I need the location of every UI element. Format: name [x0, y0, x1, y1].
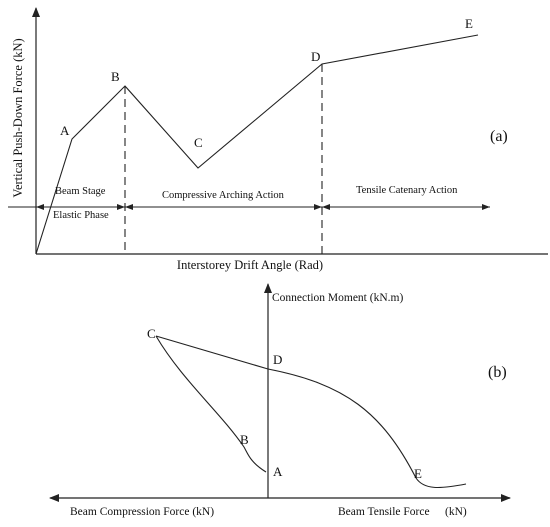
- arrow-arching-left: [125, 204, 133, 210]
- arrow-beam-right: [117, 204, 125, 210]
- panel-b-x-left-label: Beam Compression Force (kN): [70, 506, 214, 518]
- arrow-arching-right: [314, 204, 322, 210]
- curve-c-d: [155, 335, 269, 370]
- point-a-label: A: [60, 123, 70, 138]
- compressive-arching-label: Compressive Arching Action: [162, 190, 285, 201]
- panel-a: A B C D E Beam Stage Elastic Phase Compr…: [8, 7, 548, 272]
- panel-a-tag: (a): [490, 128, 508, 145]
- panel-a-y-axis-label: Vertical Push-Down Force (kN): [11, 38, 25, 197]
- curve-d-e: [267, 368, 417, 479]
- panel-b-x-right-unit: (kN): [445, 506, 467, 518]
- panel-b: A B C D E Connection Moment (kN.m) Beam …: [49, 283, 511, 518]
- elastic-phase-label: Elastic Phase: [53, 210, 109, 221]
- point-e-label: E: [465, 16, 473, 31]
- point-c-label: C: [194, 135, 203, 150]
- panel-a-x-axis-label: Interstorey Drift Angle (Rad): [177, 258, 323, 272]
- point-b-label: B: [111, 69, 120, 84]
- curve-a-b-c: [155, 335, 267, 473]
- panel-b-x-right-label: Beam Tensile Force: [338, 506, 430, 518]
- pushdown-curve: [35, 34, 479, 255]
- point-d-label-b: D: [273, 352, 282, 367]
- point-b-label-b: B: [240, 432, 249, 447]
- tensile-catenary-label: Tensile Catenary Action: [356, 185, 458, 196]
- arrow-catenary-right: [482, 204, 490, 210]
- beam-stage-label: Beam Stage: [55, 186, 106, 197]
- point-e-label-b: E: [414, 466, 422, 481]
- curve-e-tail: [415, 477, 467, 489]
- point-d-label: D: [311, 49, 320, 64]
- point-c-label-b: C: [147, 326, 156, 341]
- arrow-catenary-left: [322, 204, 330, 210]
- arrow-elastic-left: [36, 204, 44, 210]
- panel-b-tag: (b): [488, 364, 507, 381]
- panel-b-y-axis-label: Connection Moment (kN.m): [272, 292, 403, 304]
- point-a-label-b: A: [273, 464, 283, 479]
